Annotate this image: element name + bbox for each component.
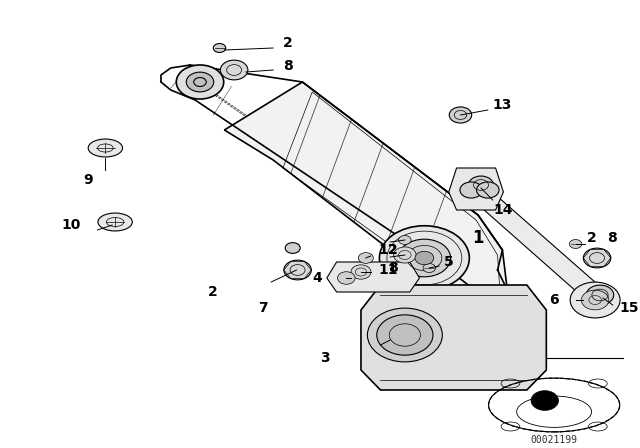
Text: 3: 3: [320, 351, 330, 365]
Circle shape: [570, 240, 582, 249]
Circle shape: [398, 239, 451, 277]
Circle shape: [337, 272, 355, 284]
Circle shape: [213, 43, 226, 52]
Circle shape: [581, 290, 609, 310]
Text: 2: 2: [388, 243, 398, 257]
Text: 14: 14: [493, 203, 513, 217]
Text: 11: 11: [378, 263, 398, 277]
Text: 8: 8: [607, 231, 616, 245]
Circle shape: [449, 107, 472, 123]
Circle shape: [367, 308, 442, 362]
Text: 4: 4: [312, 271, 322, 285]
Text: 12: 12: [378, 243, 398, 257]
Text: 00021199: 00021199: [531, 435, 578, 445]
Circle shape: [583, 248, 611, 268]
Circle shape: [284, 260, 311, 280]
Circle shape: [285, 243, 300, 254]
Circle shape: [570, 282, 620, 318]
Text: 9: 9: [83, 173, 93, 187]
Circle shape: [531, 391, 559, 410]
Circle shape: [351, 265, 371, 279]
Text: 15: 15: [620, 301, 639, 315]
Ellipse shape: [88, 139, 122, 157]
Text: 7: 7: [259, 301, 268, 315]
Text: 8: 8: [388, 261, 398, 275]
Text: 1: 1: [472, 229, 484, 247]
Circle shape: [468, 176, 493, 194]
Circle shape: [586, 285, 614, 305]
Text: 5: 5: [444, 255, 454, 269]
Circle shape: [358, 253, 373, 263]
Circle shape: [415, 251, 434, 265]
Circle shape: [176, 65, 224, 99]
Circle shape: [220, 60, 248, 80]
Circle shape: [399, 236, 411, 245]
Text: 13: 13: [493, 98, 512, 112]
Circle shape: [186, 72, 214, 92]
Circle shape: [377, 315, 433, 355]
Polygon shape: [225, 82, 508, 305]
Text: 6: 6: [549, 293, 559, 307]
Text: 8: 8: [283, 59, 292, 73]
Text: 10: 10: [61, 218, 81, 232]
Ellipse shape: [98, 213, 132, 231]
Circle shape: [423, 263, 435, 272]
Text: 2: 2: [208, 285, 218, 299]
Polygon shape: [449, 168, 504, 210]
Polygon shape: [327, 262, 419, 292]
Polygon shape: [468, 180, 610, 308]
Text: 2: 2: [588, 231, 597, 245]
Circle shape: [477, 182, 499, 198]
Circle shape: [460, 182, 483, 198]
Polygon shape: [361, 285, 547, 390]
Circle shape: [380, 226, 469, 290]
Text: 2: 2: [283, 36, 292, 50]
Circle shape: [394, 247, 416, 263]
